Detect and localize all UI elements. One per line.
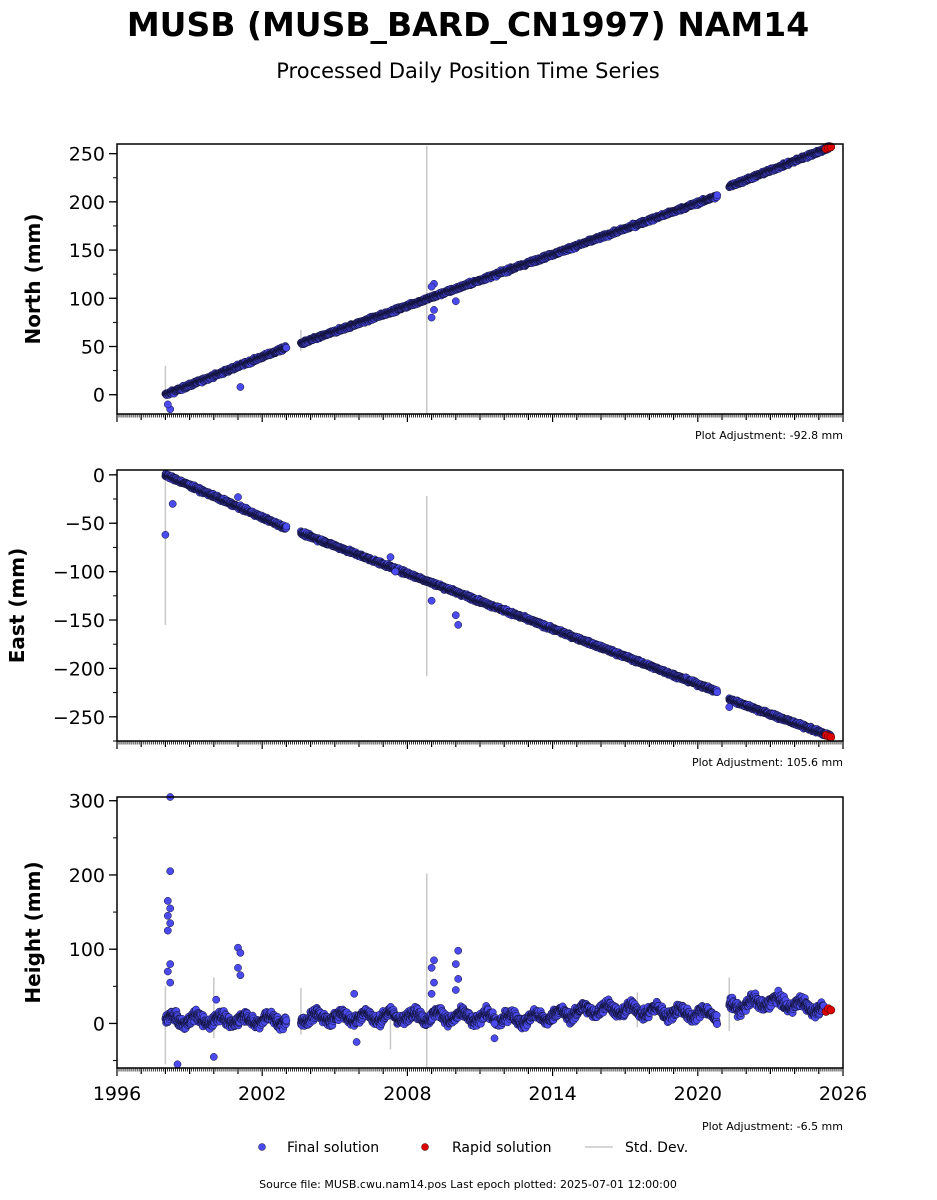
north-final-point — [451, 297, 460, 306]
north-ytick-label: 0 — [93, 385, 105, 407]
north-final-point — [282, 343, 291, 352]
north-final-point — [236, 383, 245, 391]
north-final-point — [427, 282, 436, 291]
north-ytick-label: 100 — [69, 288, 105, 310]
north-ylabel: North (mm) — [21, 213, 45, 344]
figure-title: MUSB (MUSB_BARD_CN1997) NAM14 — [127, 5, 809, 44]
figure-subtitle: Processed Daily Position Time Series — [276, 59, 660, 83]
north-final-point — [427, 313, 436, 322]
north-final-point — [713, 191, 722, 200]
north-plot-adjustment: Plot Adjustment: -92.8 mm — [695, 429, 843, 442]
east-final-points — [161, 470, 835, 742]
north-final-point — [163, 400, 172, 409]
north-ytick-label: 250 — [69, 144, 105, 166]
north-final-point — [430, 306, 438, 314]
north-final-points — [161, 142, 835, 414]
north-ytick-label: 200 — [69, 192, 105, 214]
north-ytick-label: 50 — [81, 337, 105, 359]
north-panel: 0 50 100 150 200 250 North (mm) Plot Adjustment… — [21, 142, 844, 442]
north-ytick-label: 150 — [69, 240, 105, 262]
east-final-point — [282, 522, 291, 531]
